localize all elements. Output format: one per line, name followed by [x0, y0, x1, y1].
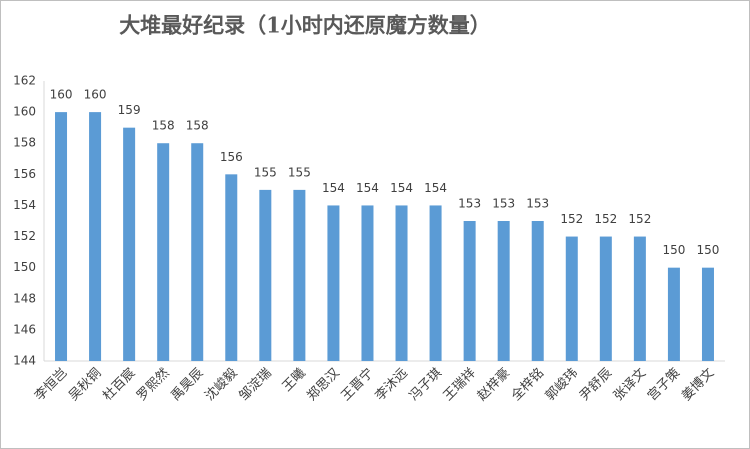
- data-label: 158: [186, 119, 209, 133]
- bar: [565, 236, 578, 361]
- y-tick-label: 162: [13, 74, 36, 88]
- y-tick-label: 156: [13, 167, 36, 181]
- y-tick-label: 152: [13, 229, 36, 243]
- bar: [463, 221, 476, 361]
- data-label: 156: [220, 150, 243, 164]
- data-label: 154: [356, 181, 379, 195]
- data-label: 150: [697, 243, 720, 257]
- y-tick-label: 158: [13, 136, 36, 150]
- data-label: 154: [424, 181, 447, 195]
- y-tick-label: 150: [13, 260, 36, 274]
- data-label: 155: [288, 165, 311, 179]
- chart-title: 大堆最好纪录（1小时内还原魔方数量）: [119, 13, 491, 38]
- bar: [531, 221, 544, 361]
- bar: [259, 189, 272, 361]
- bar: [293, 189, 306, 361]
- bar: [395, 205, 408, 361]
- y-tick-label: 160: [13, 105, 36, 119]
- bar: [701, 267, 714, 361]
- bar: [55, 112, 68, 361]
- bar: [89, 112, 102, 361]
- bar: [157, 143, 170, 361]
- data-label: 155: [254, 165, 277, 179]
- bar: [667, 267, 680, 361]
- data-label: 152: [560, 212, 583, 226]
- data-label: 160: [50, 88, 73, 102]
- data-label: 152: [628, 212, 651, 226]
- y-tick-label: 144: [13, 354, 36, 368]
- y-tick-label: 154: [13, 198, 36, 212]
- bar: [429, 205, 442, 361]
- data-label: 154: [390, 181, 413, 195]
- y-tick-label: 146: [13, 322, 36, 336]
- y-tick-label: 148: [13, 291, 36, 305]
- bar: [361, 205, 374, 361]
- data-label: 160: [84, 88, 107, 102]
- bar: [225, 174, 238, 361]
- bar: [191, 143, 204, 361]
- bar: [599, 236, 612, 361]
- data-label: 159: [118, 103, 141, 117]
- data-label: 152: [594, 212, 617, 226]
- bar: [123, 127, 136, 362]
- bar: [327, 205, 340, 361]
- data-label: 153: [458, 197, 481, 211]
- bar: [497, 221, 510, 361]
- data-label: 158: [152, 119, 175, 133]
- bar: [633, 236, 646, 361]
- data-label: 153: [526, 197, 549, 211]
- data-label: 150: [662, 243, 685, 257]
- data-label: 154: [322, 181, 345, 195]
- data-label: 153: [492, 197, 515, 211]
